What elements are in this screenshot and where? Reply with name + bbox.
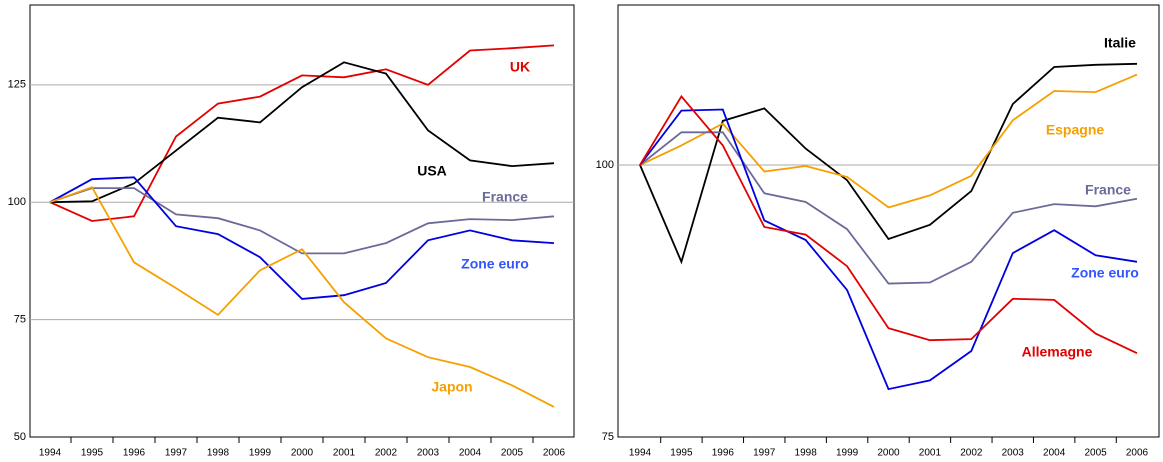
series-line [49, 176, 555, 300]
x-tick-label: 2001 [919, 448, 942, 459]
x-tick-label: 1998 [795, 448, 818, 459]
series-line [49, 44, 555, 222]
y-tick-label: 125 [8, 79, 26, 91]
y-tick-label: 100 [596, 159, 614, 171]
x-tick-label: 1994 [39, 448, 62, 459]
x-tick-label: 1998 [207, 448, 230, 459]
x-tick-label: 2005 [501, 448, 524, 459]
y-tick-label: 100 [8, 196, 26, 208]
series-label: Espagne [1046, 122, 1105, 138]
series-label: France [1085, 182, 1131, 198]
x-tick-label: 1999 [836, 448, 859, 459]
x-tick-label: 2006 [1126, 448, 1149, 459]
x-tick-label: 2005 [1084, 448, 1107, 459]
x-tick-label: 2003 [417, 448, 440, 459]
series-line [49, 186, 555, 408]
y-tick-label: 50 [14, 431, 26, 443]
series-label: Zone euro [461, 256, 529, 272]
series-line [49, 61, 555, 204]
series-line [639, 73, 1138, 209]
x-tick-label: 1995 [81, 448, 104, 459]
series-label: Allemagne [1022, 344, 1093, 360]
x-tick-label: 1994 [629, 448, 652, 459]
y-tick-label: 75 [14, 314, 26, 326]
series-label: Italie [1104, 35, 1136, 51]
x-tick-label: 2004 [1043, 448, 1066, 459]
plot-frame [29, 4, 575, 438]
x-tick-label: 1997 [753, 448, 776, 459]
plot-frame [617, 4, 1160, 438]
x-tick-label: 1995 [670, 448, 693, 459]
x-tick-label: 2000 [291, 448, 314, 459]
series-line [639, 108, 1138, 391]
series-line [639, 62, 1138, 265]
x-tick-label: 2003 [1002, 448, 1025, 459]
x-tick-label: 2002 [375, 448, 398, 459]
series-label: France [482, 189, 528, 205]
x-tick-label: 1997 [165, 448, 188, 459]
x-tick-label: 1999 [249, 448, 272, 459]
y-tick-label: 75 [602, 431, 614, 443]
x-tick-label: 2000 [877, 448, 900, 459]
x-tick-label: 2002 [960, 448, 983, 459]
x-tick-label: 2004 [459, 448, 482, 459]
series-line [639, 131, 1138, 285]
x-tick-label: 1996 [123, 448, 146, 459]
series-label: Zone euro [1071, 265, 1139, 281]
series-line [639, 94, 1138, 355]
series-line [49, 187, 555, 255]
series-label: USA [417, 163, 447, 179]
series-label: Japon [431, 379, 472, 395]
x-tick-label: 2006 [543, 448, 566, 459]
x-tick-label: 2001 [333, 448, 356, 459]
series-label: UK [510, 59, 530, 75]
x-tick-label: 1996 [712, 448, 735, 459]
